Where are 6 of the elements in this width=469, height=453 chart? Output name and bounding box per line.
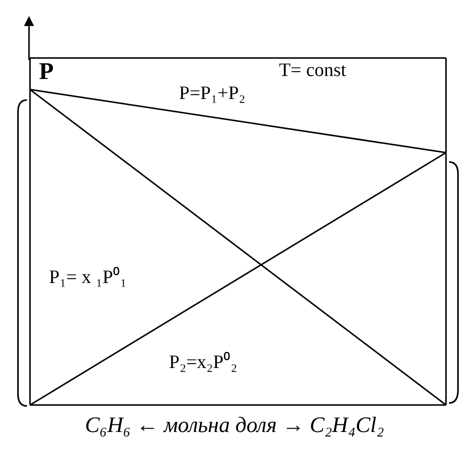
text: T= const (279, 60, 346, 82)
x-axis-title: C₆H₆ ← мольна доля → C₂H₄Cl₂ (84, 412, 386, 438)
annotation: P₁= x ₁P⁰₁ (49, 263, 127, 289)
annotation: P=P₁+P₂ (179, 83, 246, 105)
y-axis-title: P (39, 59, 54, 86)
annotation: P₂=x₂P⁰₂ (169, 348, 238, 374)
